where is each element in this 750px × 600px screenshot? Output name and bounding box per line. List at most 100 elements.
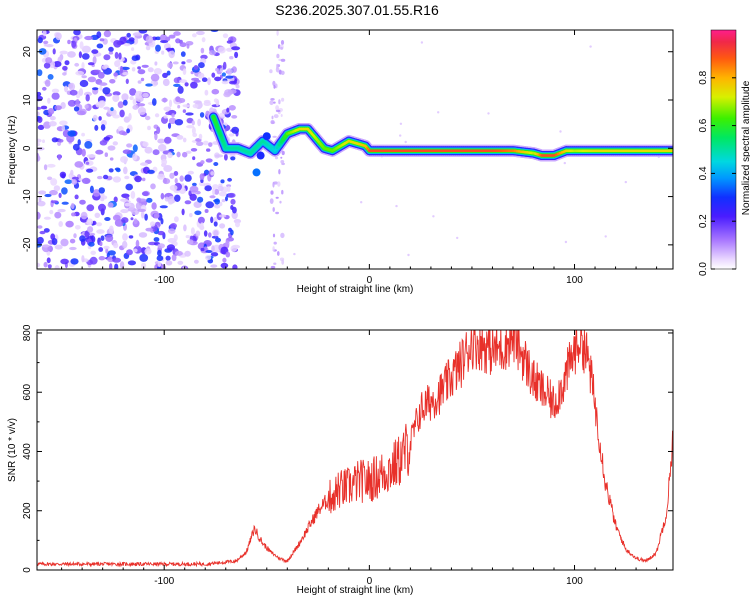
noise-blob: [210, 252, 219, 257]
noise-blob: [275, 196, 279, 199]
noise-blob: [145, 83, 153, 87]
noise-blob: [49, 209, 54, 215]
noise-blob: [112, 257, 121, 263]
noise-blob: [174, 250, 183, 256]
noise-blob: [128, 37, 135, 42]
noise-blob: [149, 221, 156, 227]
noise-blob: [79, 41, 84, 50]
noise-blob: [198, 62, 205, 69]
noise-blob: [168, 117, 177, 125]
snr-xtick-label: -100: [154, 576, 174, 587]
noise-blob: [199, 112, 205, 118]
noise-blob: [228, 227, 232, 232]
noise-blob: [173, 171, 179, 176]
noise-blob: [165, 255, 171, 261]
noise-blob: [399, 122, 403, 126]
noise-blob: [184, 174, 192, 182]
noise-blob: [68, 83, 74, 89]
noise-blob: [125, 183, 133, 191]
noise-blob: [160, 192, 165, 200]
noise-blob: [157, 261, 161, 268]
noise-blob: [132, 104, 139, 110]
noise-blob: [112, 141, 119, 146]
noise-blob: [274, 156, 279, 160]
noise-blob: [191, 120, 195, 126]
noise-blob: [235, 221, 240, 228]
noise-blob: [92, 114, 98, 121]
noise-blob: [37, 116, 43, 123]
noise-blob: [113, 40, 122, 48]
noise-blob: [112, 176, 122, 183]
noise-blob: [144, 146, 153, 154]
noise-blob: [154, 113, 160, 118]
noise-blob: [160, 40, 169, 44]
noise-blob: [200, 160, 205, 165]
spectrogram-xlabel: Height of straight line (km): [297, 284, 414, 295]
noise-blob: [203, 101, 212, 106]
noise-blob: [102, 87, 111, 95]
noise-blob: [64, 85, 68, 93]
noise-blob: [46, 163, 56, 168]
noise-blob: [81, 45, 91, 53]
noise-blob: [211, 245, 215, 253]
spectrogram-heatmap: [37, 30, 673, 269]
colorbar-ticks: 0.0 0.2 0.4 0.6 0.8: [698, 70, 736, 276]
colorbar-gradient: [710, 29, 737, 270]
noise-blob: [198, 133, 203, 140]
noise-blob: [197, 242, 206, 250]
noise-blob: [87, 62, 95, 66]
noise-blob: [137, 66, 142, 70]
noise-blob: [75, 70, 85, 76]
noise-blob: [270, 190, 274, 195]
noise-blob: [157, 173, 166, 180]
noise-blob: [189, 185, 199, 193]
noise-blob: [146, 197, 153, 203]
noise-blob: [145, 35, 154, 44]
snr-ytick-label: 400: [22, 443, 33, 460]
noise-blob: [59, 50, 68, 55]
snr-panel: -100 0 100 0 200 400 600 800 Height of straight…: [7, 324, 674, 596]
noise-blob: [47, 108, 55, 115]
noise-blob: [206, 148, 211, 152]
ridge-blob: [262, 132, 271, 141]
noise-blob: [81, 132, 85, 137]
noise-blob: [84, 104, 89, 109]
noise-blob: [142, 92, 149, 98]
noise-blob: [153, 213, 160, 219]
noise-blob: [77, 139, 81, 146]
noise-blob: [189, 213, 193, 218]
noise-blob: [58, 192, 62, 198]
spectrogram-ylabel: Frequency (Hz): [7, 116, 18, 185]
noise-blob: [211, 72, 216, 78]
noise-blob: [112, 94, 120, 103]
noise-blob: [48, 121, 57, 127]
noise-blob: [150, 73, 160, 82]
noise-blob: [99, 241, 103, 247]
noise-blob: [137, 208, 146, 212]
noise-blob: [131, 67, 136, 72]
noise-blob: [137, 107, 147, 115]
noise-blob: [85, 161, 90, 165]
noise-blob: [174, 178, 178, 184]
noise-blob: [225, 251, 231, 258]
noise-blob: [144, 248, 152, 255]
noise-blob: [71, 179, 78, 185]
noise-blob: [67, 130, 76, 137]
noise-blob: [194, 259, 199, 264]
noise-blob: [108, 168, 114, 173]
noise-blob: [182, 68, 187, 75]
noise-blob: [217, 185, 224, 192]
noise-blob: [81, 177, 91, 184]
noise-blob: [200, 47, 205, 54]
noise-blob: [127, 260, 136, 266]
noise-blob: [208, 232, 212, 238]
noise-blob: [135, 201, 142, 210]
noise-blob: [280, 46, 284, 50]
noise-blob: [67, 99, 77, 107]
noise-blob: [37, 236, 44, 244]
noise-blob: [203, 140, 209, 146]
noise-blob: [54, 105, 62, 111]
noise-blob: [37, 225, 43, 229]
noise-blob: [42, 139, 45, 143]
